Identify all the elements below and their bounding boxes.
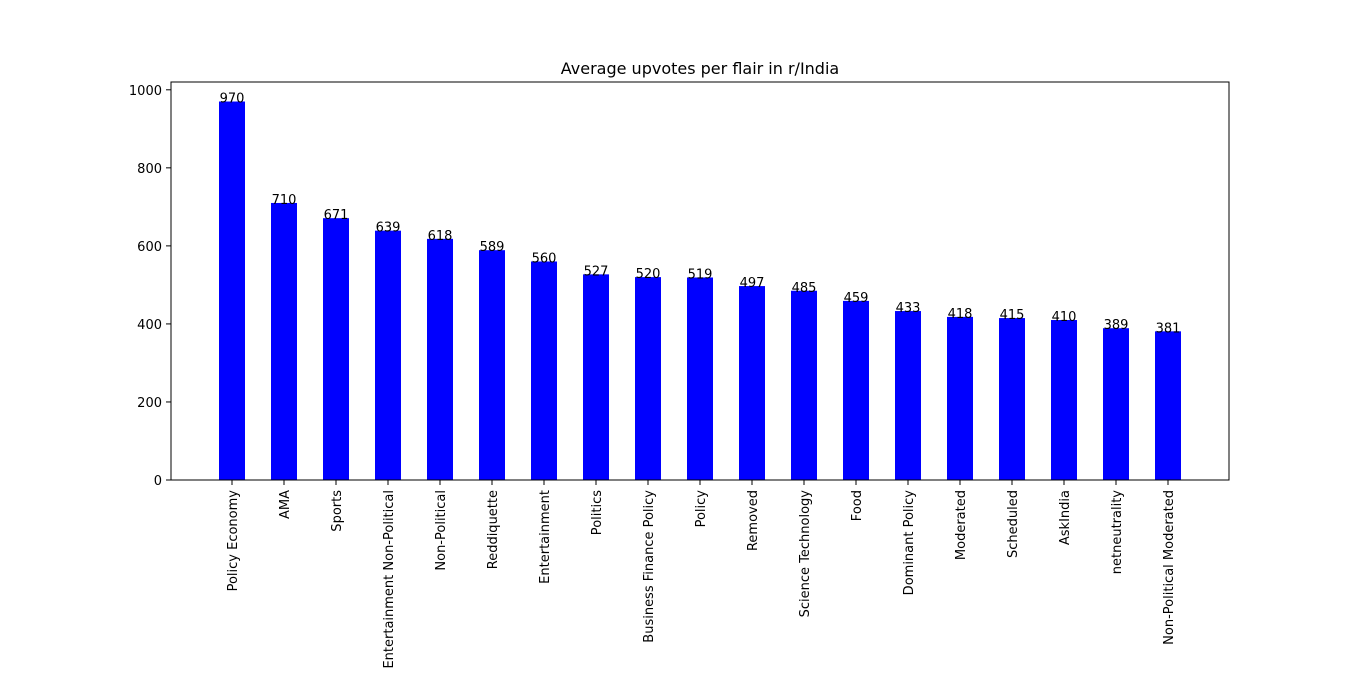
bar (1103, 328, 1129, 480)
x-tick-label: Reddiquette (486, 490, 501, 569)
bar (583, 274, 609, 480)
bar (843, 300, 869, 480)
bar (895, 311, 921, 480)
bar-value-label: 589 (480, 240, 505, 255)
x-tick-label: Removed (746, 490, 761, 551)
bar (739, 286, 765, 480)
x-tick-label: Science Technology (798, 490, 813, 618)
bar-value-label: 381 (1156, 321, 1181, 336)
bar (1155, 331, 1181, 480)
x-tick-label: Non-Political (434, 490, 449, 571)
x-tick-label: AMA (278, 490, 293, 519)
x-tick-label: Policy Economy (226, 490, 241, 592)
y-tick-label: 200 (137, 396, 162, 411)
x-tick-label: Food (850, 490, 865, 521)
plot-frame (170, 81, 1230, 481)
bar (1051, 320, 1077, 480)
bar-value-label: 671 (324, 208, 349, 223)
y-axis: 0 200 400 600 800 1000 (129, 84, 171, 489)
x-tick-label: Scheduled (1006, 490, 1021, 558)
x-tick-label: Policy (694, 490, 709, 528)
bar (427, 238, 453, 480)
x-tick-label: Business Finance Policy (642, 490, 657, 643)
bar (531, 261, 557, 480)
bar (219, 101, 245, 481)
bar-value-label: 519 (688, 267, 713, 282)
x-tick-label: Entertainment (538, 490, 553, 584)
bar-value-label: 520 (636, 267, 661, 282)
bar (687, 277, 713, 480)
y-tick-label: 400 (137, 318, 162, 333)
x-tick-label: AskIndia (1058, 490, 1073, 545)
y-tick-label: 0 (154, 474, 162, 489)
bar-value-label: 459 (844, 291, 869, 306)
bar-value-label: 485 (792, 281, 817, 296)
bar (375, 230, 401, 480)
bar (947, 316, 973, 480)
bar-value-label: 710 (272, 193, 297, 208)
y-tick-label: 1000 (129, 84, 162, 99)
bar-value-label: 418 (948, 307, 973, 322)
x-tick-label: Politics (590, 490, 605, 535)
x-tick-label: Moderated (954, 490, 969, 560)
x-tick-label: Sports (330, 490, 345, 532)
bar-value-label: 639 (376, 221, 401, 236)
chart-title: Average upvotes per flair in r/India (561, 59, 839, 78)
x-tick-label: Entertainment Non-Political (382, 490, 397, 669)
bar-value-label: 410 (1052, 310, 1077, 325)
bar-value-label: 970 (220, 92, 245, 107)
bar (323, 218, 349, 480)
bar-value-label: 560 (532, 251, 557, 266)
x-axis: Policy Economy AMA Sports Entertainment Non… (226, 480, 1177, 669)
bar-value-label: 389 (1104, 318, 1129, 333)
bar (271, 202, 297, 480)
value-labels-group: 970 710 671 639 618 589 560 527 520 519 497 485 459 4… (220, 92, 1181, 337)
bar-value-label: 618 (428, 229, 453, 244)
y-tick-label: 600 (137, 240, 162, 255)
bar (635, 277, 661, 480)
bars-group (219, 101, 1181, 481)
x-tick-label: Non-Political Moderated (1162, 490, 1177, 645)
bar-value-label: 433 (896, 301, 921, 316)
bar-value-label: 497 (740, 276, 765, 291)
y-tick-label: 800 (137, 162, 162, 177)
bar (999, 318, 1025, 480)
x-tick-label: Dominant Policy (902, 490, 917, 596)
bar (479, 250, 505, 480)
bar-value-label: 415 (1000, 308, 1025, 323)
bar-value-label: 527 (584, 264, 609, 279)
bar (791, 290, 817, 480)
x-tick-label: netneutrality (1110, 490, 1125, 575)
